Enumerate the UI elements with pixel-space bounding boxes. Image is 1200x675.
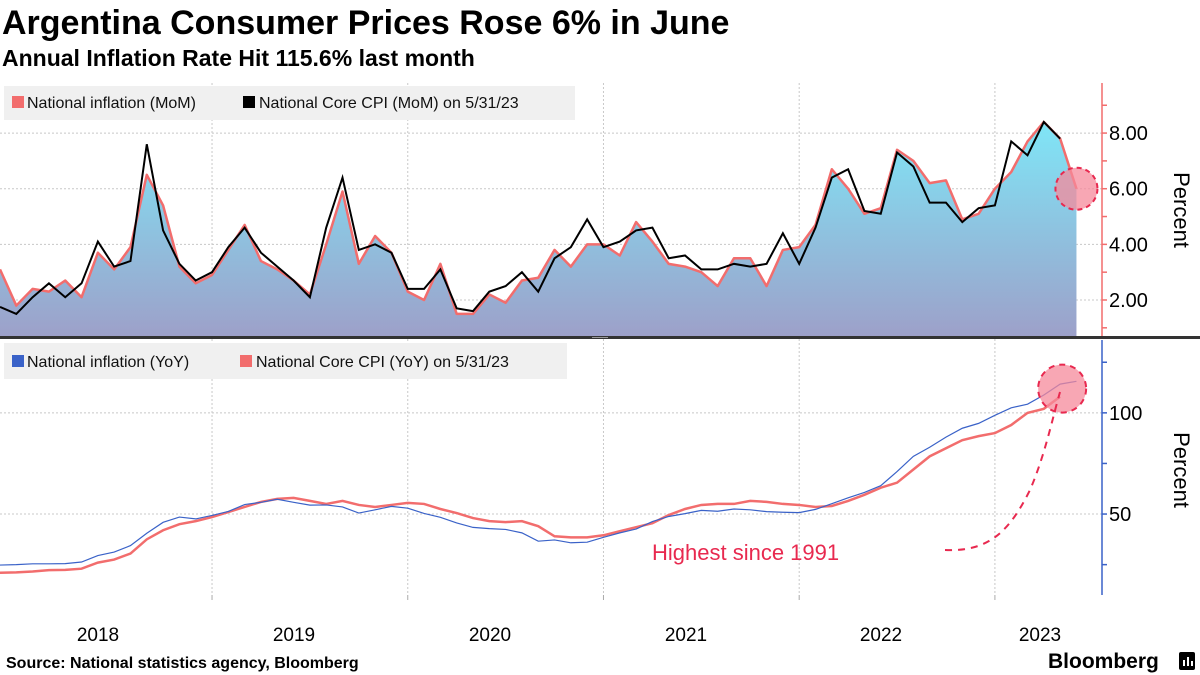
y-tick-label: 50: [1109, 504, 1131, 526]
y-tick-label: 8.00: [1109, 123, 1148, 145]
x-tick-label: 2019: [273, 625, 315, 646]
yoy-legend: National inflation (YoY) National Core C…: [4, 343, 567, 379]
chart-title: Argentina Consumer Prices Rose 6% in Jun…: [2, 4, 730, 42]
y-tick-label: 4.00: [1109, 234, 1148, 256]
bloomberg-terminal-icon: [1179, 652, 1195, 670]
legend-core-yoy: National Core CPI (YoY) on 5/31/23: [256, 354, 509, 371]
x-axis-labels: 2018 2019 2020 2021 2022 2023: [77, 595, 1061, 646]
panel-resize-handle: [592, 337, 608, 338]
chart-subtitle: Annual Inflation Rate Hit 115.6% last mo…: [2, 45, 475, 71]
mom-panel: 2.00 4.00 6.00 8.00: [0, 83, 1200, 339]
legend-swatch-headline-yoy: [12, 355, 24, 367]
annotation-circle-yoy: [1037, 363, 1088, 414]
legend-core-mom: National Core CPI (MoM) on 5/31/23: [259, 95, 519, 112]
x-tick-label: 2022: [860, 625, 902, 646]
core-mom-line: [0, 120, 1061, 316]
headline-yoy-line: [0, 380, 1077, 566]
annotation-highest-since-1991: Highest since 1991: [652, 540, 839, 565]
bloomberg-logo: Bloomberg: [1048, 650, 1159, 673]
legend-swatch-core-mom: [243, 96, 255, 108]
mom-area-fill: [0, 121, 1077, 338]
legend-headline-yoy: National inflation (YoY): [27, 354, 189, 371]
yoy-panel: 50 100: [0, 340, 1142, 595]
bottom-y-axis-title: Percent: [1169, 432, 1194, 508]
core-yoy-line: [0, 395, 1061, 574]
x-tick-label: 2023: [1019, 625, 1061, 646]
mom-legend: National inflation (MoM) National Core C…: [4, 86, 575, 120]
top-y-axis-title: Percent: [1169, 172, 1194, 248]
x-tick-label: 2018: [77, 625, 119, 646]
annotation-circle-mom: [1054, 166, 1099, 211]
y-tick-label: 2.00: [1109, 290, 1148, 312]
y-tick-label: 6.00: [1109, 179, 1148, 201]
legend-swatch-headline-mom: [12, 96, 24, 108]
legend-swatch-core-yoy: [240, 355, 252, 367]
annotation-dashed-arrow: [944, 391, 1061, 552]
x-tick-label: 2020: [469, 625, 511, 646]
legend-headline-mom: National inflation (MoM): [27, 95, 196, 112]
source-note: Source: National statistics agency, Bloo…: [6, 655, 359, 672]
y-tick-label: 100: [1109, 403, 1142, 425]
headline-mom-line: [0, 120, 1078, 316]
x-tick-label: 2021: [665, 625, 707, 646]
